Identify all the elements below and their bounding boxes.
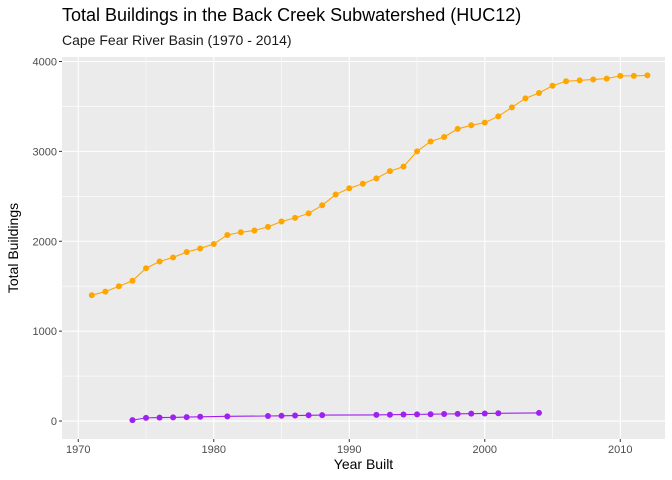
x-axis: 1970 1980 1990 2000 2010 bbox=[66, 439, 633, 456]
data-point bbox=[481, 119, 488, 126]
data-point bbox=[346, 185, 353, 192]
data-point bbox=[319, 412, 326, 419]
data-point bbox=[414, 148, 421, 155]
data-point bbox=[278, 218, 285, 225]
y-tick-label: 3000 bbox=[33, 146, 57, 158]
data-point bbox=[102, 288, 109, 295]
data-point bbox=[278, 412, 285, 419]
data-point bbox=[264, 412, 271, 419]
data-point bbox=[88, 292, 95, 299]
x-tick-label: 2010 bbox=[608, 444, 632, 456]
y-tick-label: 4000 bbox=[33, 56, 57, 68]
data-point bbox=[386, 411, 393, 418]
data-point bbox=[386, 168, 393, 175]
data-point bbox=[630, 72, 637, 79]
x-tick-label: 2000 bbox=[473, 444, 497, 456]
data-point bbox=[617, 72, 624, 79]
chart-title: Total Buildings in the Back Creek Subwat… bbox=[62, 5, 521, 25]
data-point bbox=[305, 210, 312, 217]
data-point bbox=[414, 411, 421, 418]
data-point bbox=[468, 122, 475, 129]
data-point bbox=[495, 113, 502, 120]
data-point bbox=[481, 410, 488, 417]
data-point bbox=[427, 138, 434, 145]
data-point bbox=[292, 412, 299, 419]
data-point bbox=[535, 89, 542, 96]
minor-gridlines bbox=[62, 57, 665, 439]
data-point bbox=[264, 223, 271, 230]
data-point bbox=[129, 277, 136, 284]
data-point bbox=[400, 163, 407, 170]
data-point bbox=[251, 227, 258, 234]
data-point bbox=[454, 125, 461, 132]
data-point bbox=[590, 76, 597, 83]
data-point bbox=[170, 254, 177, 261]
data-point bbox=[224, 413, 231, 420]
x-tick-label: 1980 bbox=[202, 444, 226, 456]
data-point bbox=[563, 78, 570, 85]
data-point bbox=[224, 231, 231, 238]
data-point bbox=[441, 411, 448, 418]
data-point bbox=[441, 133, 448, 140]
data-point bbox=[644, 72, 651, 79]
data-point bbox=[115, 283, 122, 290]
plot-panel bbox=[62, 57, 665, 439]
data-point bbox=[373, 175, 380, 182]
data-point bbox=[332, 191, 339, 198]
data-point bbox=[400, 411, 407, 418]
data-point bbox=[373, 411, 380, 418]
series-1 bbox=[88, 72, 651, 299]
x-axis-title: Year Built bbox=[334, 456, 394, 472]
x-tick-label: 1970 bbox=[66, 444, 90, 456]
y-axis-title: Total Buildings bbox=[5, 203, 21, 293]
x-tick-label: 1990 bbox=[337, 444, 361, 456]
data-point bbox=[197, 413, 204, 420]
y-tick-label: 2000 bbox=[33, 236, 57, 248]
data-point bbox=[129, 417, 136, 424]
data-point bbox=[495, 410, 502, 417]
data-point bbox=[237, 229, 244, 236]
data-point bbox=[468, 410, 475, 417]
data-point bbox=[522, 95, 529, 102]
data-point bbox=[535, 409, 542, 416]
y-tick-label: 0 bbox=[51, 416, 57, 428]
data-point bbox=[156, 258, 163, 265]
data-point bbox=[427, 411, 434, 418]
data-point bbox=[359, 180, 366, 187]
data-point bbox=[143, 414, 150, 421]
data-point bbox=[183, 414, 190, 421]
data-point bbox=[170, 414, 177, 421]
data-point bbox=[156, 414, 163, 421]
data-point bbox=[292, 214, 299, 221]
series-2 bbox=[129, 409, 542, 424]
data-point bbox=[210, 240, 217, 247]
chart-subtitle: Cape Fear River Basin (1970 - 2014) bbox=[62, 32, 292, 48]
y-tick-label: 1000 bbox=[33, 326, 57, 338]
data-point bbox=[319, 202, 326, 209]
data-point bbox=[603, 75, 610, 82]
y-axis: 0 1000 2000 3000 4000 bbox=[33, 56, 62, 428]
series-layer bbox=[88, 72, 651, 424]
data-point bbox=[454, 410, 461, 417]
data-point bbox=[508, 104, 515, 111]
data-point bbox=[143, 265, 150, 272]
data-point bbox=[197, 245, 204, 252]
data-point bbox=[305, 412, 312, 419]
data-point bbox=[549, 82, 556, 89]
data-point bbox=[576, 77, 583, 84]
data-point bbox=[183, 249, 190, 256]
